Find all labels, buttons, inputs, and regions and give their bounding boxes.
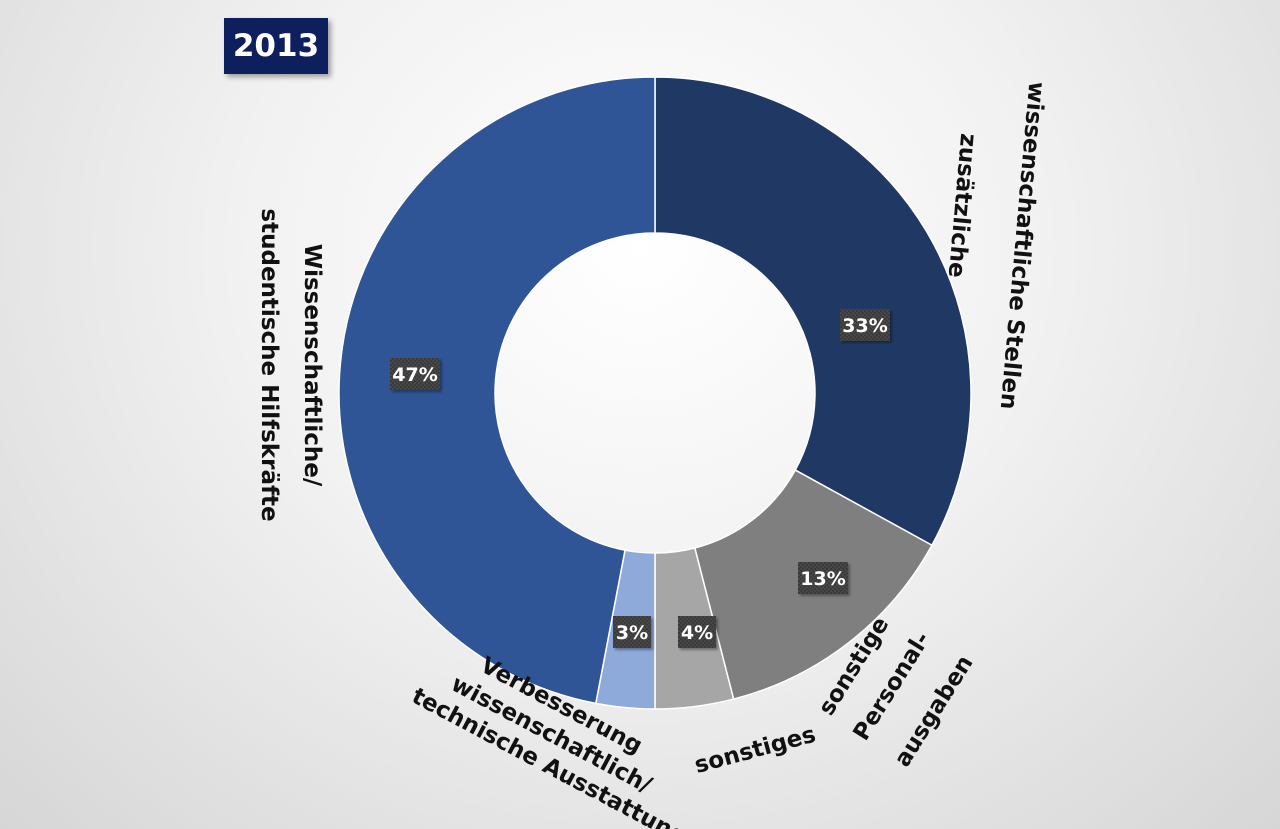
svg-text:47%: 47% [392,364,437,386]
category-label-line: Wissenschaftliche/ [299,244,325,487]
slice-wissenschaftliche-studentische-hilfskr-fte [338,76,656,705]
category-label-line: wissenschaftliche Stellen [995,81,1050,411]
category-label-sonstiges: sonstiges [692,722,819,779]
svg-text:4%: 4% [681,622,713,644]
category-label-line: zusätzliche [943,132,982,278]
value-label-sonstiges: 4% [678,616,716,648]
category-label-wissenschaftliche-studentische-hilfskr-fte: Wissenschaftliche/studentische Hilfskräf… [256,208,325,521]
category-label-line: studentische Hilfskräfte [256,208,282,521]
value-label-zus-tzliche-wissenschaftliche-stellen: 33% [840,309,890,341]
value-label-wissenschaftliche-studentische-hilfskr-fte: 47% [390,358,440,390]
category-label-line: sonstiges [692,722,819,779]
slice-zus-tzliche-wissenschaftliche-stellen [654,76,972,547]
year-badge: 2013 [224,18,328,74]
svg-text:13%: 13% [800,568,845,590]
svg-text:33%: 33% [842,315,887,337]
value-label-sonstige-personal-ausgaben: 13% [798,562,848,594]
value-label-verbesserung-wissenschaftlich-technische-ausstattung: 3% [613,616,651,648]
svg-text:3%: 3% [616,622,648,644]
